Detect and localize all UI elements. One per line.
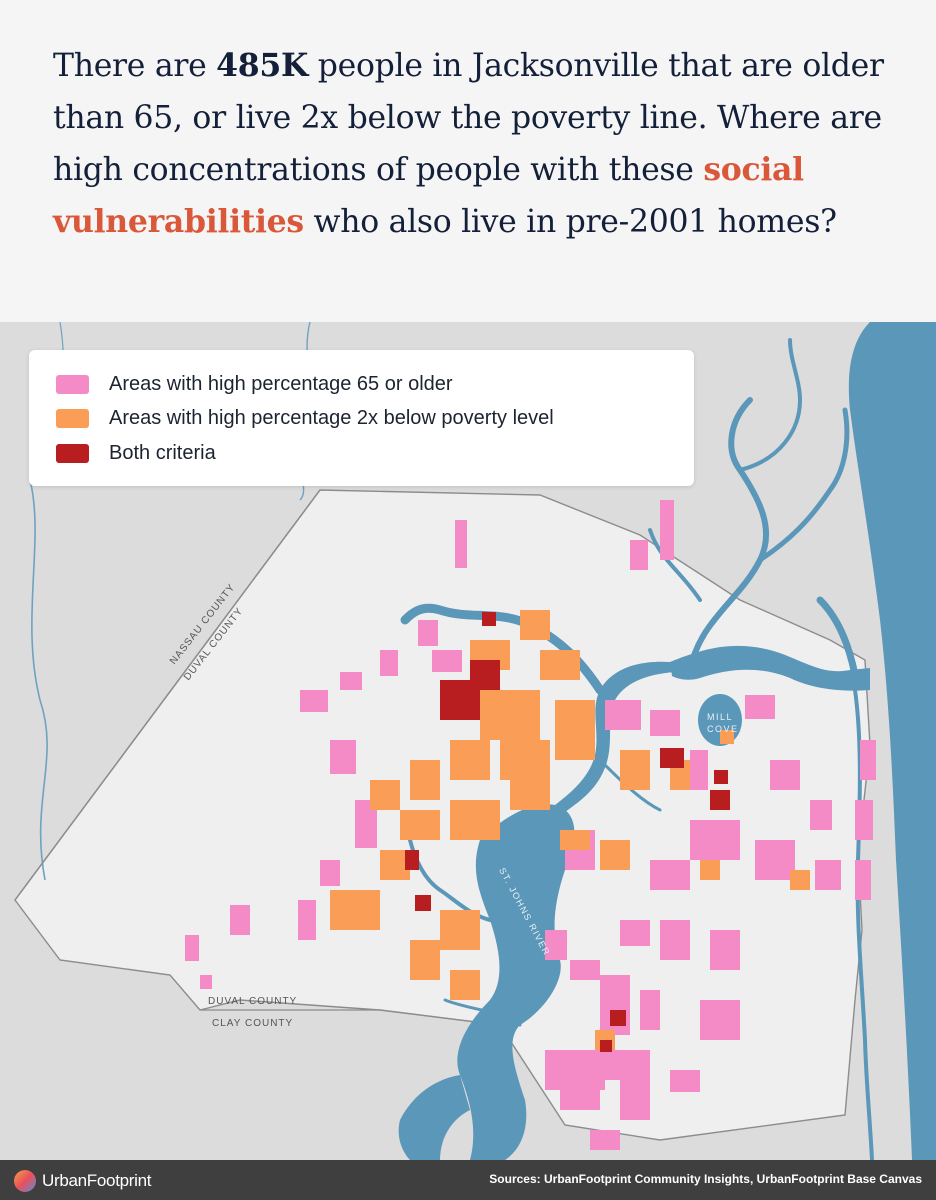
doctors-lake — [398, 1075, 470, 1160]
legend-label-65-older: Areas with high percentage 65 or older — [109, 372, 453, 395]
estuary-channel-3 — [648, 528, 702, 602]
sources-text: Sources: UrbanFootprint Community Insigh… — [489, 1172, 922, 1186]
legend: Areas with high percentage 65 or older A… — [29, 350, 694, 486]
headline-part2: people in Jacksonville that are older th… — [53, 48, 884, 188]
intracoastal-south — [853, 689, 874, 1160]
estuary-channel-2 — [738, 338, 803, 472]
label-cove: COVE — [707, 724, 739, 734]
label-clay-county: CLAY COUNTY — [212, 1018, 294, 1029]
headline-highlight: social vulnerabilities — [53, 151, 804, 240]
creek-mandarin — [443, 998, 522, 1027]
estuary-channel-1 — [757, 407, 850, 563]
headline-part1: There are — [53, 48, 217, 84]
urbanfootprint-logo-icon — [14, 1170, 36, 1192]
legend-swatch-orange — [56, 408, 89, 428]
legend-label-both: Both criteria — [109, 441, 216, 464]
county-line-nassau — [14, 489, 321, 901]
legend-swatch-pink — [56, 374, 89, 394]
county-line-clay — [200, 1009, 501, 1026]
creek-west — [29, 479, 48, 881]
legend-item-both: Both criteria — [56, 441, 216, 465]
river-downtown-bend — [555, 661, 675, 812]
ocean — [848, 322, 936, 1160]
st-johns-river — [457, 804, 575, 1160]
legend-swatch-red — [56, 443, 89, 463]
river-mouth — [670, 645, 870, 691]
header: There are 485K people in Jacksonville th… — [0, 0, 936, 322]
headline-part3: who also live in pre-2001 homes? — [303, 204, 837, 240]
legend-item-65-older: Areas with high percentage 65 or older — [56, 372, 453, 396]
nassau-channel — [687, 397, 770, 673]
legend-item-poverty: Areas with high percentage 2x below pove… — [56, 406, 554, 430]
headline: There are 485K people in Jacksonville th… — [53, 40, 903, 248]
logo-text: UrbanFootprint — [42, 1171, 152, 1190]
headline-figure: 485K — [216, 47, 309, 84]
layer-both-criteria — [405, 612, 730, 1052]
legend-label-poverty: Areas with high percentage 2x below pove… — [109, 406, 554, 429]
label-mill: MILL — [707, 712, 734, 722]
label-duval-county-south: DUVAL COUNTY — [208, 996, 298, 1007]
footer: UrbanFootprint Sources: UrbanFootprint C… — [0, 1160, 936, 1200]
urbanfootprint-logo[interactable]: UrbanFootprint — [14, 1170, 152, 1192]
intracoastal-north — [816, 596, 859, 679]
